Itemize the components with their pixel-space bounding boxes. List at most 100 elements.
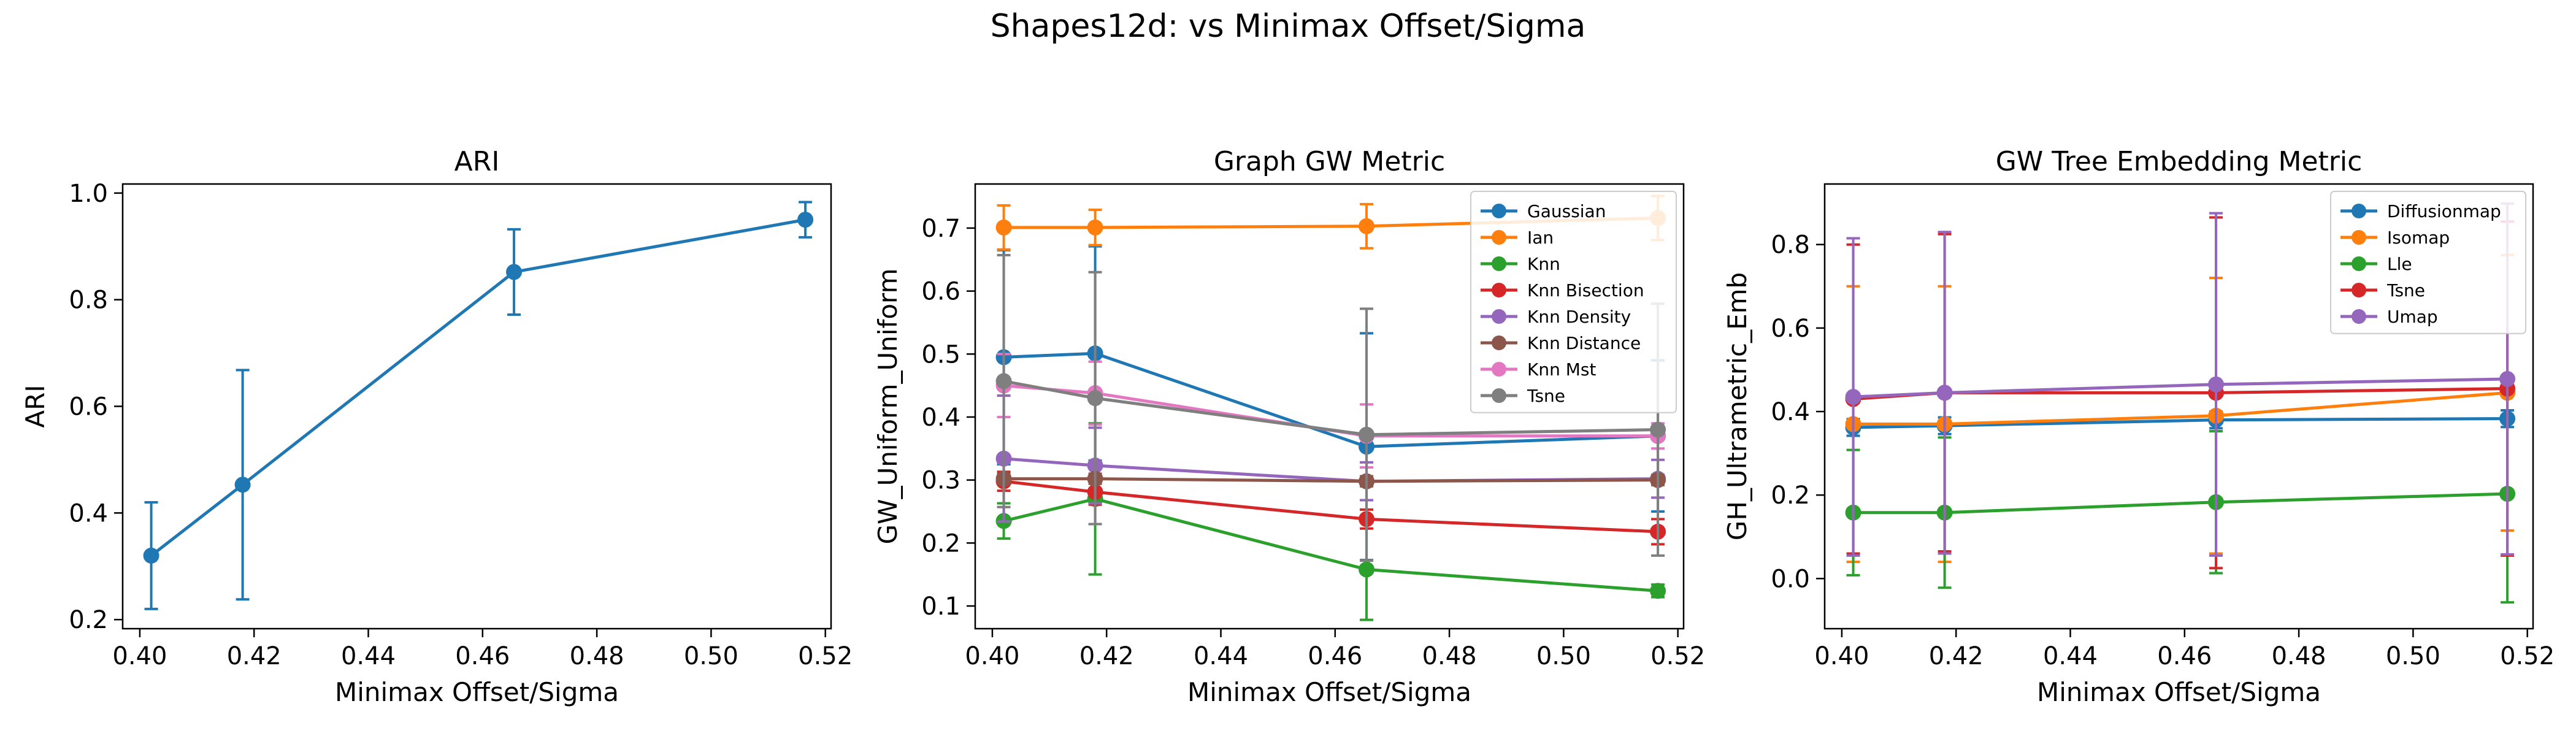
chart-1-x-tick-label: 0.46 [455,642,510,670]
chart-1-series-line [150,218,806,557]
chart-2-x-tick-label: 0.50 [1536,642,1591,670]
chart-3-x-tick-label: 0.52 [2500,642,2555,670]
chart-2-y-tick-label: 0.6 [921,278,960,306]
chart-2-series-line [1003,379,1658,437]
chart-2-data-point [1087,219,1103,236]
chart-2-legend-label: Knn Density [1527,307,1631,327]
chart-3-x-tick-label: 0.48 [2272,642,2326,670]
chart-3-data-point [2208,376,2225,393]
chart-2-series-line [1003,477,1658,483]
chart-3-series-line [1853,417,2508,429]
chart-1-title: ARI [454,146,500,177]
chart-2-y-tick-label: 0.2 [921,529,960,558]
chart-2-legend-swatch-marker [1492,309,1506,324]
chart-2-data-point [995,219,1012,236]
chart-1-data-point [143,547,159,564]
chart-1-axes-frame [121,183,832,630]
chart-3-legend-swatch-marker [2352,204,2366,218]
chart-2-x-tick-label: 0.40 [965,642,1019,670]
chart-3-x-tick-label: 0.40 [1814,642,1869,670]
chart-2-legend-label: Gaussian [1527,201,1606,221]
chart-3-legend-label: Umap [2387,307,2438,327]
chart-3-legend-swatch-marker [2352,283,2366,297]
chart-1-x-tick-label: 0.42 [227,642,282,670]
chart-2-x-tick-label: 0.44 [1194,642,1248,670]
chart-2-series-line [1003,480,1658,534]
chart-2-x-tick-label: 0.48 [1422,642,1477,670]
chart-3-y-tick-label: 0.0 [1771,565,1810,593]
chart-2-legend-swatch-marker [1492,362,1506,377]
figure-suptitle: Shapes12d: vs Minimax Offset/Sigma [991,8,1586,45]
chart-3-series-line [1853,492,2508,515]
chart-1-y-tick-label: 0.2 [69,606,108,634]
chart-3-series-line [1853,377,2508,399]
chart-1-data-point [234,477,251,493]
chart-3-x-tick-label: 0.46 [2157,642,2212,670]
chart-2-x-axis-label: Minimax Offset/Sigma [1187,677,1471,707]
chart-3-x-tick-label: 0.42 [1929,642,1984,670]
chart-2-x-tick-label: 0.52 [1650,642,1705,670]
chart-2-y-axis-label: GW_Uniform_Uniform [873,269,903,545]
chart-2-legend: Gaussian Ian Knn Knn Bisection Knn Density Kn… [1470,191,1677,413]
chart-1-x-tick-label: 0.50 [684,642,738,670]
chart-3-legend-label: Isomap [2387,228,2450,248]
chart-1-y-tick-label: 0.6 [69,393,108,421]
chart-3-legend-swatch-marker [2352,256,2366,271]
chart-1-data-point [797,212,814,228]
chart-3-series-line [1853,391,2508,426]
chart-3-title: GW Tree Embedding Metric [1996,146,2363,177]
chart-2-data-point [1087,390,1103,407]
chart-3-axes-frame [1823,183,2534,630]
chart-2-legend-swatch-marker [1492,204,1506,218]
chart-1-y-tick-label: 0.8 [69,286,108,315]
chart-1-y-tick-label: 0.4 [69,499,108,527]
chart-1-x-tick-label: 0.44 [341,642,396,670]
chart-2-legend-label: Knn [1527,254,1560,274]
chart-3-x-axis-label: Minimax Offset/Sigma [2037,677,2321,707]
chart-2-legend-swatch-marker [1492,388,1506,403]
chart-3-legend-box [2330,191,2526,334]
chart-2-legend-label: Tsne [1527,386,1565,406]
chart-2-data-point [995,373,1012,389]
chart-1-y-axis-label: ARI [20,385,50,427]
chart-3-y-tick-label: 0.6 [1771,315,1810,343]
chart-2-data-point [1650,583,1666,599]
chart-3-legend: Diffusionmap Isomap Lle Tsne Umap [2330,191,2526,334]
chart-1-x-tick-label: 0.52 [798,642,853,670]
chart-3-legend-label: Lle [2387,254,2412,274]
chart-2-data-point [1359,426,1375,443]
chart-panel-2: Graph GW Metric 0.40 0.42 0.44 0.46 0.48 0.50 0… [873,146,1705,707]
chart-3-y-tick-label: 0.2 [1771,481,1810,510]
chart-2-y-tick-label: 0.4 [921,404,960,432]
chart-2-y-tick-label: 0.3 [921,467,960,495]
chart-3-legend-label: Tsne [2386,280,2425,301]
chart-2-legend-label: Ian [1527,228,1554,248]
chart-2-legend-label: Knn Mst [1527,359,1597,380]
chart-3-x-tick-label: 0.50 [2386,642,2440,670]
chart-2-legend-label: Knn Distance [1527,333,1641,353]
chart-3-x-tick-label: 0.44 [2043,642,2098,670]
chart-2-legend-box [1470,191,1677,413]
chart-2-series-line [1003,497,1658,592]
chart-3-data-point [1845,389,1861,405]
chart-2-legend-swatch-marker [1492,335,1506,350]
panels: ARI 0.40 0.42 0.44 0.46 0.48 0.50 0.52 0.2 0.4 0.6… [20,146,2555,707]
chart-3-legend-swatch-marker [2352,309,2366,324]
chart-3-y-axis-label: GH_Ultrametric_Emb [1722,272,1752,540]
chart-panel-1: ARI 0.40 0.42 0.44 0.46 0.48 0.50 0.52 0.2 0.4 0.6… [20,146,853,707]
chart-1-series-1 [143,201,814,610]
chart-1-x-tick-label: 0.40 [112,642,167,670]
chart-2-title: Graph GW Metric [1214,146,1445,177]
chart-2-data-point [1359,561,1375,578]
chart-2-x-tick-label: 0.46 [1308,642,1362,670]
chart-1-data-point [506,264,523,280]
chart-2-legend-swatch-marker [1492,283,1506,297]
chart-2-y-tick-label: 0.1 [921,592,960,621]
chart-2-legend-label: Knn Bisection [1527,280,1644,301]
chart-2-data-point [1650,421,1666,438]
chart-3-data-point [2499,370,2516,387]
chart-2-data-point [1359,218,1375,234]
chart-3-data-point [1936,385,1953,401]
